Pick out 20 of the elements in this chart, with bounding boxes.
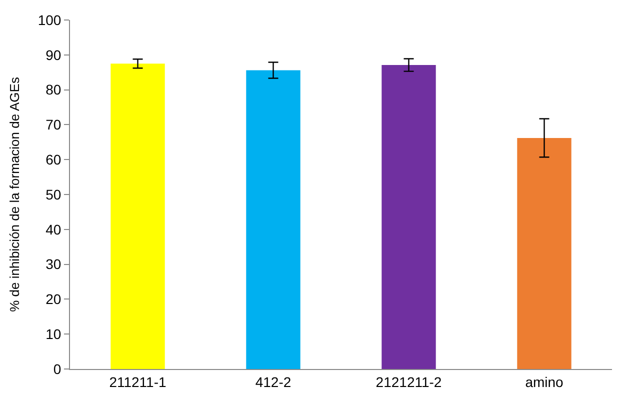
y-tick-label: 30 <box>46 256 62 272</box>
y-tick-label: 80 <box>46 82 62 98</box>
y-tick-label: 90 <box>46 46 62 63</box>
y-tick-label: 70 <box>46 116 62 133</box>
bar <box>382 65 436 369</box>
y-tick-label: 50 <box>46 186 62 202</box>
bar <box>517 138 572 369</box>
y-tick-label: 20 <box>46 291 62 308</box>
y-tick-label: 40 <box>46 221 62 238</box>
y-tick-label: 10 <box>46 326 62 342</box>
y-axis-title: % de inhibición de la formacion de AGEs <box>6 76 22 312</box>
x-tick-label: amino <box>525 374 564 390</box>
y-tick-label: 100 <box>38 12 62 28</box>
bar <box>110 64 165 369</box>
x-tick-label: 211211-1 <box>109 374 167 390</box>
bar <box>246 70 300 369</box>
x-tick-label: 412-2 <box>255 374 292 390</box>
x-tick-label: 2121211-2 <box>376 374 442 390</box>
y-tick-label: 60 <box>46 152 62 168</box>
y-tick-label: 0 <box>53 360 62 377</box>
